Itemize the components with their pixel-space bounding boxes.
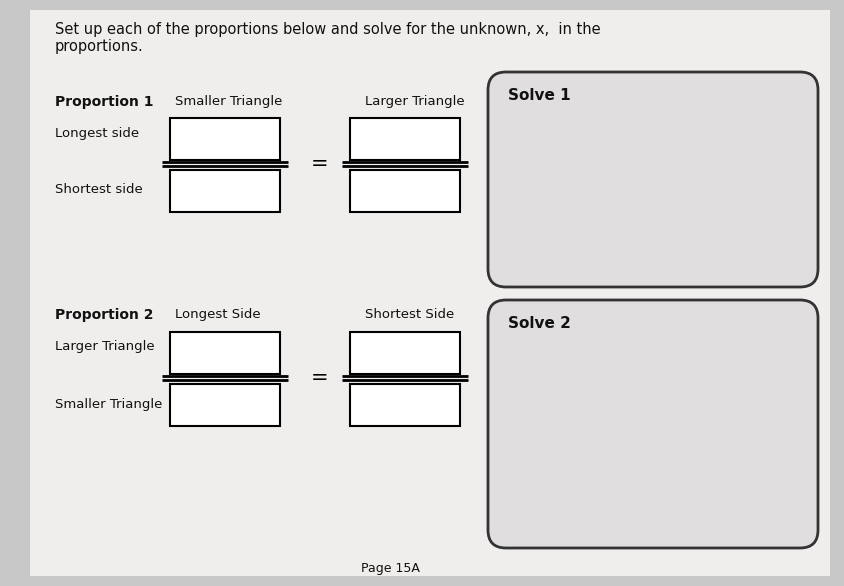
Bar xyxy=(350,118,460,160)
Text: Proportion 1: Proportion 1 xyxy=(55,95,154,109)
Text: Smaller Triangle: Smaller Triangle xyxy=(55,398,162,411)
Text: Smaller Triangle: Smaller Triangle xyxy=(175,95,283,108)
Bar xyxy=(170,332,280,374)
Text: Longest Side: Longest Side xyxy=(175,308,261,321)
Bar xyxy=(170,384,280,426)
Bar xyxy=(350,384,460,426)
Text: Shortest Side: Shortest Side xyxy=(365,308,454,321)
Text: Larger Triangle: Larger Triangle xyxy=(365,95,465,108)
Text: Page 15A: Page 15A xyxy=(360,562,419,575)
Text: Shortest side: Shortest side xyxy=(55,183,143,196)
FancyBboxPatch shape xyxy=(488,300,818,548)
Bar xyxy=(350,332,460,374)
Text: Set up each of the proportions below and solve for the unknown, x,  in the
propo: Set up each of the proportions below and… xyxy=(55,22,601,54)
Text: Solve 1: Solve 1 xyxy=(508,88,571,103)
Text: Larger Triangle: Larger Triangle xyxy=(55,340,154,353)
Bar xyxy=(170,170,280,212)
FancyBboxPatch shape xyxy=(488,72,818,287)
Bar xyxy=(170,118,280,160)
Text: Longest side: Longest side xyxy=(55,127,139,140)
Text: Solve 2: Solve 2 xyxy=(508,316,571,331)
Text: =: = xyxy=(311,368,329,388)
Text: =: = xyxy=(311,154,329,174)
Bar xyxy=(350,170,460,212)
Text: Proportion 2: Proportion 2 xyxy=(55,308,154,322)
